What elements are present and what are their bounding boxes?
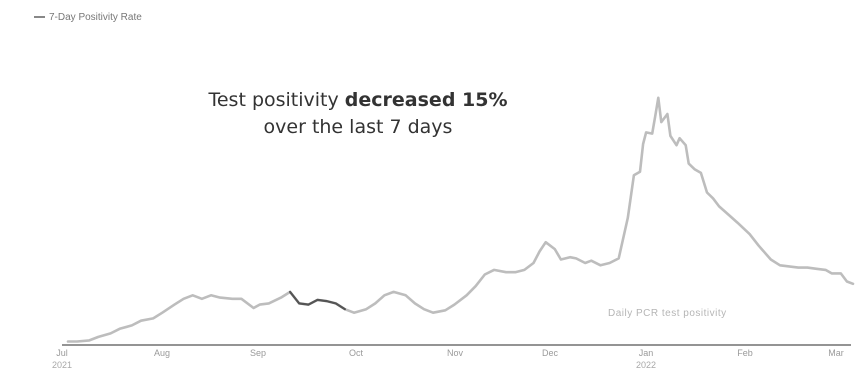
x-axis: Jul Aug Sep Oct Nov Dec Jan Feb Mar 2021 2022: [52, 348, 844, 370]
x-tick-label: Aug: [154, 348, 170, 358]
annotation-prefix: Test positivity: [207, 89, 344, 111]
x-tick-label: Feb: [737, 348, 753, 358]
plot-area: [66, 96, 855, 343]
x-tick-label: Dec: [542, 348, 559, 358]
series-line: [66, 96, 855, 343]
series-label: Daily PCR test positivity: [608, 308, 727, 319]
highlight-segment: [289, 290, 346, 311]
x-tick-label: Oct: [349, 348, 364, 358]
annotation-line1: Test positivity decreased 15%: [207, 89, 507, 111]
legend: 7-Day Positivity Rate: [34, 12, 142, 23]
x-tick-label: Nov: [447, 348, 464, 358]
x-tick-label: Mar: [828, 348, 844, 358]
x-tick-label: Sep: [250, 348, 266, 358]
annotation-bold: decreased 15%: [345, 89, 508, 111]
x-tick-label: Jan: [639, 348, 654, 358]
x-year-label: 2022: [636, 360, 656, 370]
x-year-label: 2021: [52, 360, 72, 370]
annotation: Test positivity decreased 15% over the l…: [207, 89, 507, 138]
x-tick-label: Jul: [56, 348, 68, 358]
legend-label: 7-Day Positivity Rate: [49, 12, 142, 23]
annotation-line2: over the last 7 days: [264, 116, 453, 138]
